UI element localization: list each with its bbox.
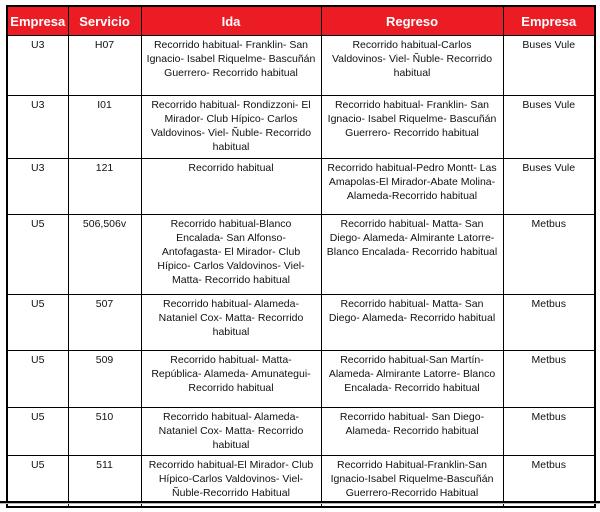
cell-empresa: U5: [6, 455, 69, 507]
page-bottom-rule: [0, 501, 600, 504]
cell-empresa: U3: [6, 35, 69, 96]
col-header-empresa: Empresa: [6, 5, 69, 36]
table-row: U5 507 Recorrido habitual- Alameda- Nata…: [6, 294, 596, 351]
col-header-ida: Ida: [140, 5, 322, 36]
col-header-servicio: Servicio: [67, 5, 142, 36]
cell-servicio: 509: [67, 350, 142, 408]
cell-empresa: U3: [6, 95, 69, 159]
cell-empresa: U5: [6, 294, 69, 351]
table-row: U5 510 Recorrido habitual- Alameda- Nata…: [6, 407, 596, 456]
table-row: U3 H07 Recorrido habitual- Franklin- San…: [6, 35, 596, 96]
table-row: U3 I01 Recorrido habitual- Rondizzoni- E…: [6, 95, 596, 159]
cell-regreso: Recorrido habitual- San Diego- Alameda- …: [320, 407, 504, 456]
header-row: Empresa Servicio Ida Regreso Empresa: [6, 5, 596, 36]
cell-empresa: U5: [6, 214, 69, 295]
col-header-regreso: Regreso: [320, 5, 504, 36]
cell-operator-empresa: Buses Vule: [502, 158, 596, 215]
cell-operator-empresa: Metbus: [502, 214, 596, 295]
cell-servicio: 510: [67, 407, 142, 456]
cell-servicio: 121: [67, 158, 142, 215]
cell-operator-empresa: Buses Vule: [502, 35, 596, 96]
table-row: U5 511 Recorrido habitual-El Mirador- Cl…: [6, 455, 596, 507]
table-row: U5 506,506v Recorrido habitual-Blanco En…: [6, 214, 596, 295]
cell-regreso: Recorrido Habitual-Franklin-San Ignacio-…: [320, 455, 504, 507]
col-header-empresa-operadora: Empresa: [502, 5, 596, 36]
cell-ida: Recorrido habitual-Blanco Encalada- San …: [140, 214, 322, 295]
cell-ida: Recorrido habitual- Alameda- Nataniel Co…: [140, 407, 322, 456]
cell-ida: Recorrido habitual- Alameda- Nataniel Co…: [140, 294, 322, 351]
cell-ida: Recorrido habitual- Matta- República- Al…: [140, 350, 322, 408]
cell-servicio: 507: [67, 294, 142, 351]
cell-servicio: H07: [67, 35, 142, 96]
cell-servicio: 506,506v: [67, 214, 142, 295]
cell-regreso: Recorrido habitual- Matta- San Diego- Al…: [320, 294, 504, 351]
bus-routes-table: Empresa Servicio Ida Regreso Empresa U3 …: [6, 5, 596, 508]
cell-servicio: I01: [67, 95, 142, 159]
cell-regreso: Recorrido habitual-Carlos Valdovinos- Vi…: [320, 35, 504, 96]
table-row: U5 509 Recorrido habitual- Matta- Repúbl…: [6, 350, 596, 408]
cell-operator-empresa: Metbus: [502, 294, 596, 351]
cell-operator-empresa: Metbus: [502, 407, 596, 456]
cell-regreso: Recorrido habitual- Franklin- San Ignaci…: [320, 95, 504, 159]
cell-ida: Recorrido habitual-El Mirador- Club Hípi…: [140, 455, 322, 507]
cell-ida: Recorrido habitual: [140, 158, 322, 215]
cell-empresa: U5: [6, 407, 69, 456]
cell-ida: Recorrido habitual- Franklin- San Ignaci…: [140, 35, 322, 96]
cell-empresa: U5: [6, 350, 69, 408]
cell-empresa: U3: [6, 158, 69, 215]
cell-regreso: Recorrido habitual-San Martín- Alameda- …: [320, 350, 504, 408]
cell-operator-empresa: Metbus: [502, 350, 596, 408]
cell-ida: Recorrido habitual- Rondizzoni- El Mirad…: [140, 95, 322, 159]
cell-operator-empresa: Buses Vule: [502, 95, 596, 159]
cell-regreso: Recorrido habitual- Matta- San Diego- Al…: [320, 214, 504, 295]
table-row: U3 121 Recorrido habitual Recorrido habi…: [6, 158, 596, 215]
cell-regreso: Recorrido habitual-Pedro Montt- Las Amap…: [320, 158, 504, 215]
cell-operator-empresa: Metbus: [502, 455, 596, 507]
cell-servicio: 511: [67, 455, 142, 507]
